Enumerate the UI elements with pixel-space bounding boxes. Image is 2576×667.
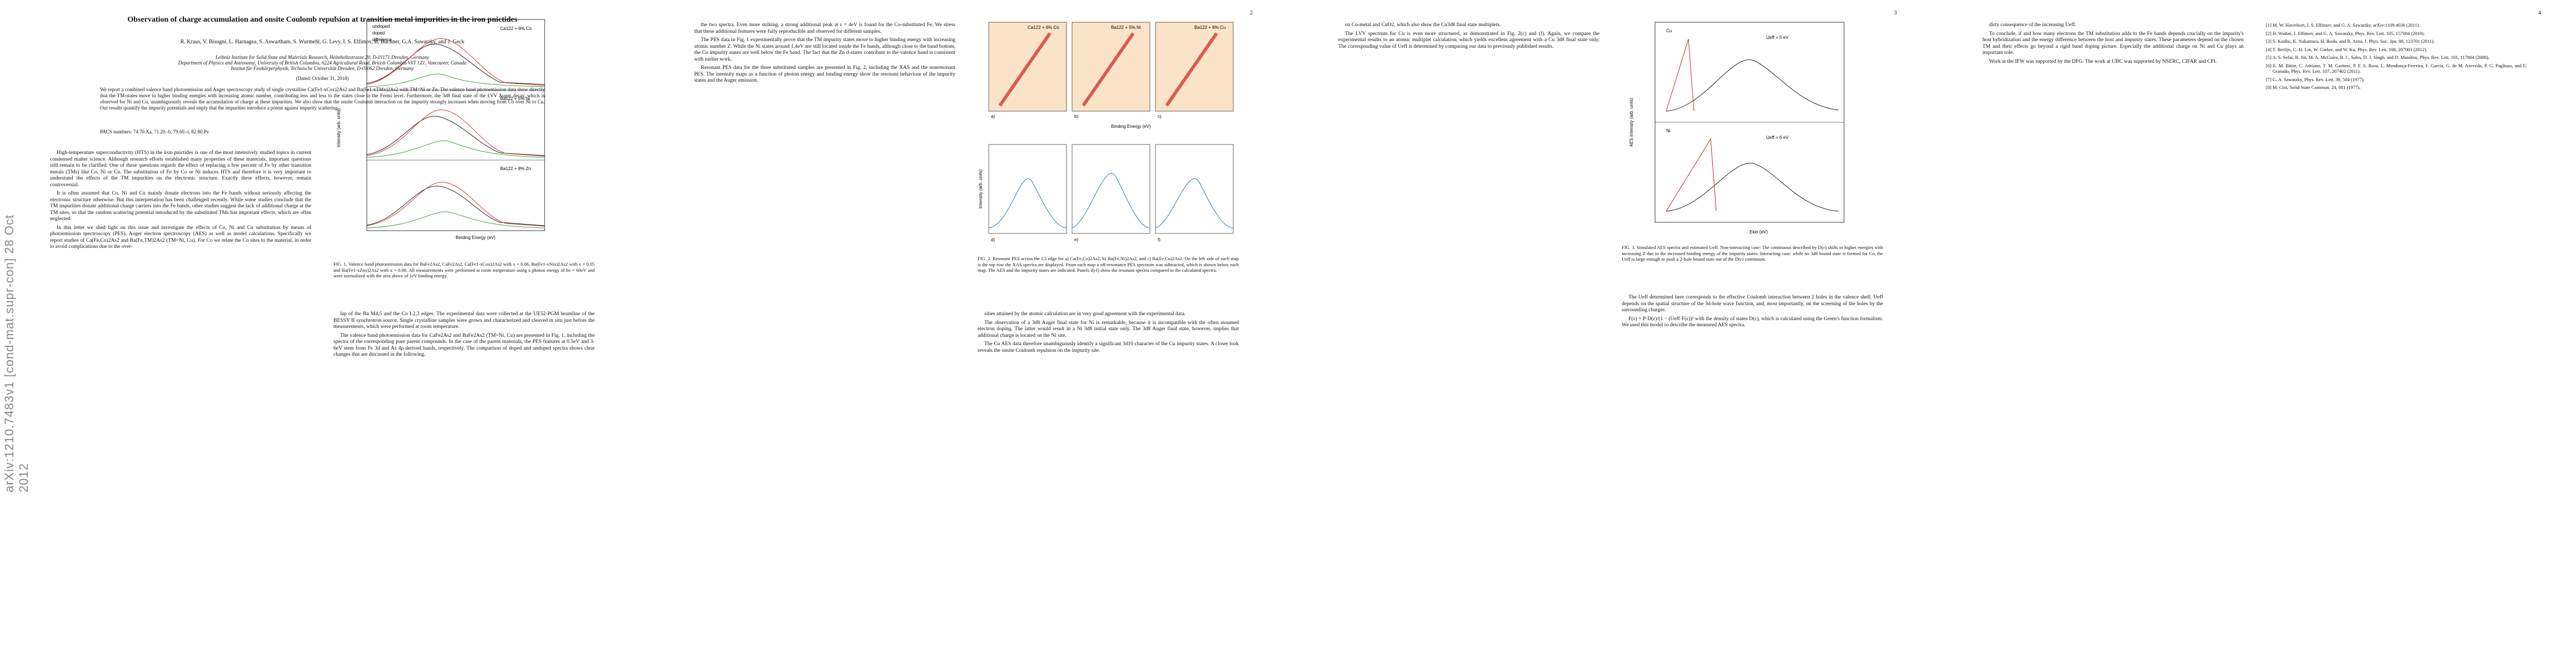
- column: High-temperature superconductivity (HTS)…: [50, 150, 311, 253]
- figure-label: Cu: [1666, 28, 1672, 33]
- paragraph: on Cu-metal and CuO2, which also show th…: [1345, 22, 1501, 28]
- figure: Ca122 + 6% Co Ba122 + 5% Ni Ba122 + 8% Zn u…: [336, 19, 545, 240]
- affiliation: Leibniz Institute for Solid State and Ma…: [215, 54, 430, 60]
- affiliations: Leibniz Institute for Solid State and Ma…: [83, 54, 561, 71]
- column: lap of the Ba M4,5 and the Co L2,3 edges…: [333, 311, 595, 361]
- figure-label: Ca122 + 6% Co: [500, 26, 532, 31]
- figure-caption: FIG. 1. Valence band photoemission data …: [333, 261, 595, 278]
- page: arXiv:1210.7483v1 [cond-mat.supr-con] 28…: [0, 0, 644, 667]
- figure-label: Ueff = 6 eV: [1766, 135, 1789, 140]
- column: dirty consequence of the increasing Ueff…: [1982, 22, 2244, 67]
- figure-label: Ba122 + 8% Zn: [500, 166, 531, 171]
- figure-label: AES Intensity (arb. units): [1629, 97, 1634, 147]
- figure: Ca122 + 6% Co Ba122 + 5% Ni Ba122 + 8% Cu B…: [978, 22, 1234, 242]
- figure-label: Binding Energy (eV): [1111, 124, 1151, 129]
- figure: Cu Ueff = 5 eV Ni Ueff = 6 eV AES Intensity …: [1629, 22, 1845, 235]
- figure-label: Ba122 + 5% Ni: [500, 96, 530, 101]
- figure-caption: FIG. 3. Simulated AES spectra and estima…: [1622, 245, 1883, 262]
- date: (Dated: October 31, 2018): [296, 76, 349, 81]
- figure-label: Ba122 + 8% Cu: [1194, 25, 1225, 30]
- paragraph: It is often assumed that Co, Ni and Cu m…: [50, 191, 311, 222]
- title: Observation of charge accumulation and o…: [127, 16, 517, 24]
- column: on Cu-metal and CuO2, which also show th…: [1338, 22, 1600, 52]
- column: the two spectra. Even more striking, a s…: [694, 22, 955, 87]
- paragraph: The Cu AES data therefore unambiguously …: [978, 341, 1239, 354]
- figure-label: b): [1074, 114, 1078, 119]
- paragraph: [8] M. Cini, Solid State Commun. 24, 681…: [2266, 84, 2361, 90]
- figure-caption: FIG. 2. Resonant PES across the L3 edge …: [978, 256, 1239, 273]
- figure-label: e): [1074, 237, 1078, 242]
- figure-label: Ba122 + 5% Ni: [1111, 25, 1141, 30]
- paragraph: [6] E. M. Bittar, C. Adriano, T. M. Gari…: [2266, 62, 2527, 74]
- paragraph: The LVV spectrum for Cu is even more str…: [1338, 31, 1600, 49]
- figure-label: Ekin (eV): [1750, 230, 1768, 235]
- affiliation: Institut für Festkörperphysik, Technisch…: [231, 66, 414, 71]
- page-number: 2: [1250, 10, 1253, 16]
- authors: R. Kraus, V. Bisogni, L. Harnagea, S. As…: [180, 39, 465, 45]
- paragraph: The observation of a 3d8 Auger final sta…: [978, 320, 1239, 339]
- paragraph: [7] G. A. Sawatzky, Phys. Rev. Lett. 39,…: [2266, 76, 2365, 82]
- paragraph: F(ε) = P·D(ε)/(1 − (Ueff·F(ε))² with the…: [1622, 316, 1883, 328]
- references: [1] M. W. Haverkort, I. S. Elfimov, and …: [2266, 22, 2527, 93]
- paragraph: [3] S. Konbu, K. Nakamura, H. Ikeda, and…: [2266, 38, 2435, 44]
- arxiv-stamp: arXiv:1210.7483v1 [cond-mat.supr-con] 28…: [2, 214, 31, 492]
- paragraph: [1] M. W. Haverkort, I. S. Elfimov, and …: [2266, 22, 2420, 28]
- paragraph: [2] H. Wadati, I. Elfimov, and G. A. Saw…: [2266, 30, 2425, 36]
- paragraph: Resonant PES data for the three substitu…: [694, 65, 955, 83]
- page: 2 the two spectra. Even more striking, a…: [644, 0, 1288, 667]
- pacs: PACS numbers: 74.70.Xa, 71.20.-b, 79.60.…: [100, 129, 210, 135]
- figure-label: Intensity (arb. units): [978, 170, 983, 209]
- column: sities attained by the atomic calculatio…: [978, 311, 1239, 356]
- paragraph: High-temperature superconductivity (HTS)…: [50, 150, 311, 188]
- paragraph: lap of the Ba M4,5 and the Co L2,3 edges…: [333, 311, 595, 330]
- figure-label: d): [991, 237, 995, 242]
- paragraph: [5] A. S. Sefat, R. Jin, M. A. McGuire, …: [2266, 54, 2489, 60]
- figure-label: Intensity (arb. units): [336, 108, 341, 148]
- page: 3 on Cu-metal and CuO2, which also show …: [1288, 0, 1932, 667]
- column: The Ueff determined here corresponds to …: [1622, 295, 1883, 331]
- figure-label: undoped: [372, 24, 390, 29]
- paragraph: dirty consequence of the increasing Ueff…: [1989, 22, 2076, 28]
- page: 4 dirty consequence of the increasing Ue…: [1932, 0, 2576, 667]
- figure-label: Binding Energy (eV): [456, 235, 496, 240]
- figure-label: Ueff = 5 eV: [1766, 35, 1789, 40]
- paragraph: To conclude, if and how many electrons t…: [1982, 31, 2244, 56]
- paragraph: [4] T. Berlijn, C.-H. Lin, W. Garber, an…: [2266, 46, 2428, 52]
- abstract: We report a combined valence band photoe…: [100, 87, 545, 111]
- paragraph: the two spectra. Even more striking, a s…: [694, 22, 955, 34]
- figure-label: doped: [372, 31, 385, 36]
- paragraph: The PES data in Fig. 1 experimentally pr…: [694, 37, 955, 62]
- paragraph: Work at the IFW was supported by the DFG…: [1989, 58, 2217, 64]
- paragraph: The Ueff determined here corresponds to …: [1622, 295, 1883, 313]
- page-number: 4: [2538, 10, 2541, 16]
- figure-label: c): [1158, 114, 1162, 119]
- paragraph: In this letter we shed light on this iss…: [50, 225, 311, 250]
- page-number: 3: [1894, 10, 1897, 16]
- paragraph: The valence band photoemission data for …: [333, 332, 595, 358]
- figure-label: f): [1158, 237, 1160, 242]
- figure-label: a): [991, 114, 995, 119]
- figure-label: Ni: [1666, 128, 1671, 133]
- paragraph: sities attained by the atomic calculatio…: [984, 311, 1186, 317]
- figure-label: Ca122 + 6% Co: [1028, 25, 1059, 30]
- affiliation: Department of Physics and Astronomy, Uni…: [178, 60, 467, 66]
- figure-label: difference: [372, 37, 392, 42]
